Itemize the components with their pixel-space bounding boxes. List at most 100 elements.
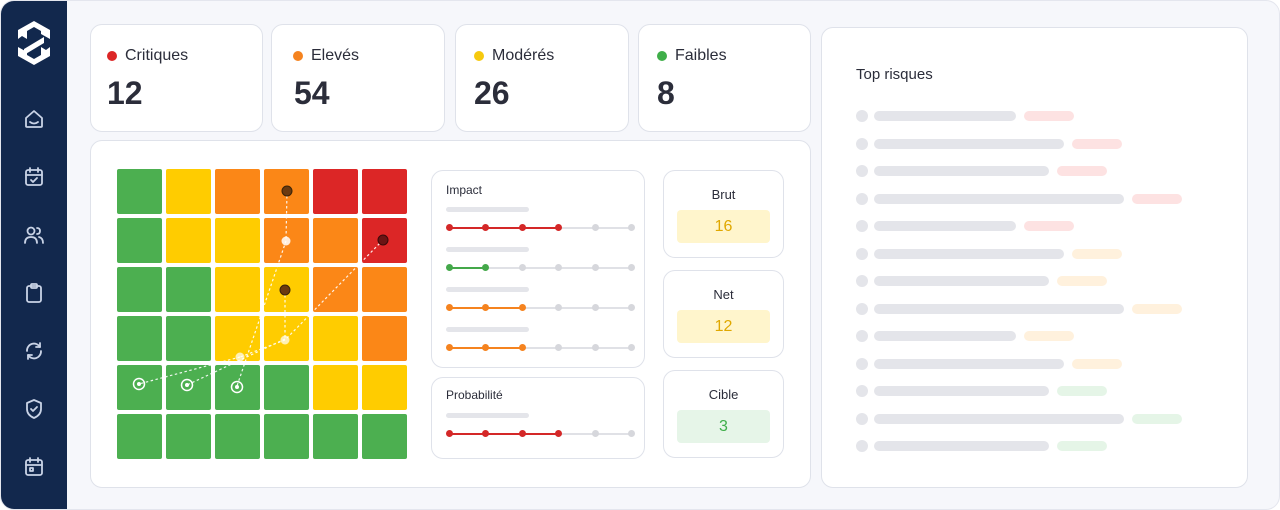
risk-row-placeholder[interactable] (874, 441, 1049, 451)
slider-step[interactable] (555, 430, 563, 437)
slider-step[interactable] (628, 344, 635, 351)
heatmap-cell[interactable] (313, 267, 358, 312)
kpi-card-critiques[interactable]: Critiques 12 (90, 24, 263, 132)
score-card-brut[interactable]: Brut 16 (663, 170, 784, 258)
heatmap-cell[interactable] (313, 169, 358, 214)
heatmap-cell[interactable] (313, 218, 358, 263)
slider-step[interactable] (628, 264, 635, 271)
slider-step[interactable] (482, 344, 490, 351)
net-marker-icon[interactable] (281, 236, 291, 246)
calendar-check-icon[interactable] (22, 165, 46, 189)
risk-row-placeholder[interactable] (874, 303, 1124, 314)
heatmap-cell[interactable] (166, 218, 211, 263)
slider-step[interactable] (518, 344, 526, 351)
heatmap-cell[interactable] (166, 316, 211, 361)
heatmap-cell[interactable] (166, 169, 211, 214)
heatmap-cell[interactable] (264, 414, 309, 459)
heatmap-cell[interactable] (166, 414, 211, 459)
heatmap-cell[interactable] (313, 414, 358, 459)
slider-step[interactable] (518, 224, 526, 231)
target-marker-icon[interactable] (230, 380, 244, 394)
heatmap-cell[interactable] (117, 169, 162, 214)
brut-marker-icon[interactable] (281, 185, 293, 197)
heatmap-cell[interactable] (117, 316, 162, 361)
risk-row-placeholder[interactable] (874, 248, 1064, 259)
slider-track[interactable] (449, 307, 632, 309)
slider-step[interactable] (555, 304, 563, 311)
heatmap-cell[interactable] (362, 414, 407, 459)
slider-step[interactable] (446, 224, 453, 231)
kpi-card-eleves[interactable]: Elevés 54 (271, 24, 445, 132)
heatmap-cell[interactable] (362, 169, 407, 214)
slider-step[interactable] (591, 264, 599, 271)
kpi-card-faibles[interactable]: Faibles 8 (638, 24, 811, 132)
slider-step[interactable] (591, 430, 599, 437)
heatmap-cell[interactable] (313, 365, 358, 410)
app-logo-icon[interactable] (14, 19, 54, 67)
slider-step[interactable] (591, 344, 599, 351)
home-icon[interactable] (22, 107, 46, 131)
risk-row-placeholder[interactable] (874, 358, 1064, 369)
risk-row-placeholder[interactable] (874, 331, 1016, 341)
risk-row-placeholder[interactable] (874, 221, 1016, 231)
kpi-card-moderes[interactable]: Modérés 26 (455, 24, 629, 132)
clipboard-icon[interactable] (22, 281, 46, 305)
heatmap-cell[interactable] (362, 267, 407, 312)
risk-row-placeholder[interactable] (874, 166, 1049, 176)
heatmap-cell[interactable] (166, 267, 211, 312)
target-marker-icon[interactable] (132, 377, 146, 391)
brut-marker-icon[interactable] (279, 284, 291, 296)
slider-step[interactable] (518, 264, 526, 271)
heatmap-cell[interactable] (117, 365, 162, 410)
slider-step[interactable] (482, 304, 490, 311)
refresh-icon[interactable] (22, 339, 46, 363)
slider-step[interactable] (482, 430, 490, 437)
heatmap-cell[interactable] (362, 316, 407, 361)
risk-row-placeholder[interactable] (874, 138, 1064, 149)
heatmap-cell[interactable] (264, 365, 309, 410)
net-marker-icon[interactable] (280, 335, 290, 345)
heatmap-cell[interactable] (215, 169, 260, 214)
slider-step[interactable] (628, 224, 635, 231)
heatmap-cell[interactable] (313, 316, 358, 361)
heatmap-cell[interactable] (117, 267, 162, 312)
shield-icon[interactable] (22, 397, 46, 421)
slider-step[interactable] (555, 264, 563, 271)
slider-track[interactable] (449, 347, 632, 349)
slider-step[interactable] (446, 264, 453, 271)
slider-step[interactable] (591, 304, 599, 311)
net-marker-icon[interactable] (235, 352, 245, 362)
slider-step[interactable] (555, 344, 563, 351)
heatmap-cell[interactable] (117, 218, 162, 263)
heatmap-cell[interactable] (215, 267, 260, 312)
score-card-cible[interactable]: Cible 3 (663, 370, 784, 458)
slider-step[interactable] (446, 304, 453, 311)
heatmap-cell[interactable] (117, 414, 162, 459)
risk-row-placeholder[interactable] (874, 276, 1049, 286)
heatmap-cell[interactable] (362, 365, 407, 410)
probabilite-title: Probabilité (446, 388, 503, 402)
risk-row-placeholder[interactable] (874, 111, 1016, 121)
calendar-icon[interactable] (22, 455, 46, 479)
slider-track[interactable] (449, 267, 632, 269)
slider-step[interactable] (518, 304, 526, 311)
slider-step[interactable] (446, 344, 453, 351)
heatmap-cell[interactable] (215, 218, 260, 263)
slider-step[interactable] (628, 430, 635, 437)
slider-step[interactable] (518, 430, 526, 437)
risk-row-placeholder[interactable] (874, 386, 1049, 396)
target-marker-icon[interactable] (180, 378, 194, 392)
slider-step[interactable] (482, 264, 490, 271)
heatmap-cell[interactable] (215, 414, 260, 459)
risk-row-placeholder[interactable] (874, 193, 1124, 204)
risk-row-placeholder[interactable] (874, 413, 1124, 424)
slider-step[interactable] (446, 430, 453, 437)
slider-step[interactable] (482, 224, 490, 231)
brut-marker-icon[interactable] (377, 234, 389, 246)
slider-step[interactable] (555, 224, 563, 231)
slider-step[interactable] (591, 224, 599, 231)
users-icon[interactable] (22, 223, 46, 247)
heatmap-cell[interactable] (166, 365, 211, 410)
score-card-net[interactable]: Net 12 (663, 270, 784, 358)
slider-step[interactable] (628, 304, 635, 311)
